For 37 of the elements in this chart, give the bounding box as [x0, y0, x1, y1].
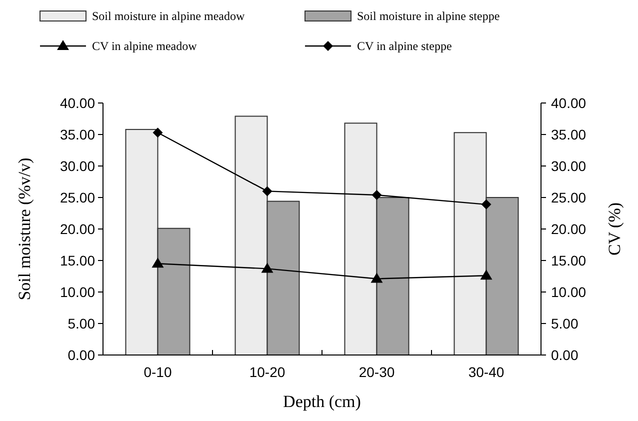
y2-tick-label: 0.00 — [551, 347, 578, 363]
y-tick-label: 5.00 — [68, 316, 96, 332]
y2-tick-label: 30.00 — [551, 158, 586, 174]
y-tick-label: 30.00 — [60, 158, 96, 174]
x-tick-label: 10-20 — [249, 364, 286, 380]
y2-tick-label: 5.00 — [551, 316, 578, 332]
point — [480, 270, 492, 280]
point — [261, 262, 274, 273]
y2-tick-label: 25.00 — [551, 190, 586, 206]
legend-label: Soil moisture in alpine steppe — [357, 9, 500, 23]
point — [262, 186, 272, 196]
point — [152, 128, 163, 138]
x-tick-label: 30-40 — [468, 364, 504, 380]
legend-label: Soil moisture in alpine meadow — [92, 9, 245, 23]
y-tick-label: 35.00 — [60, 126, 96, 142]
x-tick-label: 20-30 — [358, 364, 395, 380]
point — [152, 258, 164, 268]
y-tick-label: 15.00 — [60, 252, 96, 268]
x-axis-title: Depth (cm) — [283, 392, 361, 411]
y2-tick-label: 15.00 — [551, 252, 586, 268]
y-tick-label: 0.00 — [68, 347, 96, 363]
point — [372, 190, 382, 200]
y-tick-label: 25.00 — [60, 190, 96, 206]
y-tick-label: 10.00 — [60, 284, 96, 300]
point — [481, 199, 492, 210]
y2-tick-label: 20.00 — [551, 221, 586, 237]
y-tick-label: 20.00 — [60, 221, 96, 237]
y2-axis-title: CV (%) — [605, 202, 624, 256]
point — [370, 272, 383, 283]
x-tick-label: 0-10 — [144, 364, 172, 380]
legend-label: CV in alpine meadow — [92, 39, 198, 53]
y2-tick-label: 40.00 — [551, 95, 586, 111]
legend-label: CV in alpine steppe — [357, 39, 452, 53]
y2-tick-label: 10.00 — [551, 284, 586, 300]
y-axis-title: Soil moisture (%v/v) — [15, 158, 34, 300]
y2-tick-label: 35.00 — [551, 126, 586, 142]
y-tick-label: 40.00 — [60, 95, 96, 111]
